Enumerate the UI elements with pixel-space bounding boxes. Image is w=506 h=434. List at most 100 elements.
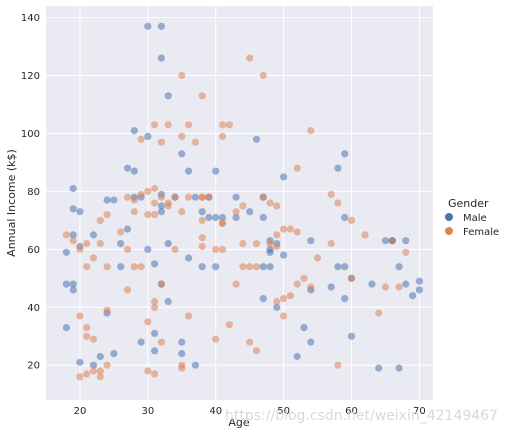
point-female (151, 303, 159, 311)
y-tick-label: 80 (27, 187, 40, 198)
point-male (117, 240, 125, 248)
point-female (137, 263, 145, 271)
point-female (130, 196, 138, 204)
point-female (151, 199, 159, 207)
point-male (151, 347, 159, 355)
point-female (381, 283, 390, 291)
x-tick-label: 60 (345, 406, 358, 417)
point-male (123, 164, 132, 172)
point-female (198, 234, 206, 242)
point-female (144, 187, 152, 195)
point-male (157, 22, 165, 30)
point-female (137, 190, 145, 198)
point-female (144, 318, 152, 326)
point-female (69, 237, 77, 245)
point-female (280, 312, 288, 320)
point-male (69, 205, 77, 213)
point-female (164, 121, 172, 129)
point-female (293, 280, 301, 288)
point-female (117, 228, 125, 236)
point-female (89, 335, 98, 343)
point-female (218, 245, 227, 253)
point-female (225, 321, 233, 329)
legend-marker-female (445, 227, 453, 235)
point-female (151, 297, 159, 306)
point-male (334, 164, 342, 172)
point-female (273, 202, 281, 210)
point-male (327, 283, 335, 291)
point-female (103, 211, 111, 219)
point-male (76, 358, 84, 366)
point-male (110, 350, 118, 358)
point-female (198, 216, 206, 224)
point-female (361, 231, 369, 239)
point-female (130, 263, 138, 271)
point-female (144, 211, 152, 219)
point-male (178, 150, 186, 158)
point-female (300, 274, 308, 282)
point-male (164, 297, 172, 306)
point-female (137, 135, 145, 143)
point-female (83, 263, 91, 271)
point-female (151, 370, 159, 378)
y-tick-label: 120 (21, 71, 40, 82)
point-female (151, 211, 159, 219)
point-female (266, 240, 274, 248)
point-female (103, 306, 111, 314)
point-female (218, 121, 227, 129)
point-female (89, 367, 98, 375)
point-female (212, 335, 220, 343)
point-male (259, 213, 267, 222)
point-female (232, 280, 240, 288)
point-female (232, 208, 240, 216)
point-male (395, 364, 403, 372)
point-male (259, 263, 267, 271)
point-female (198, 193, 206, 201)
point-female (259, 71, 267, 80)
point-male (89, 361, 98, 369)
point-male (157, 54, 165, 62)
point-male (62, 324, 70, 332)
point-male (375, 364, 383, 372)
point-female (89, 254, 98, 262)
point-male (178, 350, 186, 358)
point-male (117, 263, 125, 271)
point-female (395, 283, 403, 291)
point-male (307, 237, 315, 245)
point-female (103, 263, 111, 271)
point-male (62, 248, 70, 256)
data-points (62, 22, 423, 381)
point-male (198, 263, 206, 271)
point-female (151, 121, 159, 129)
point-male (191, 193, 199, 201)
point-female (259, 193, 267, 201)
point-male (103, 196, 111, 204)
point-male (178, 338, 186, 346)
point-male (280, 173, 288, 181)
point-male (110, 196, 118, 204)
point-female (178, 71, 186, 80)
point-female (347, 274, 356, 282)
point-female (185, 121, 193, 129)
point-male (402, 280, 410, 288)
point-male (62, 280, 70, 288)
point-male (334, 263, 342, 271)
point-female (218, 219, 227, 227)
y-tick-label: 40 (27, 303, 40, 314)
point-female (185, 312, 193, 320)
point-male (341, 213, 349, 222)
point-male (280, 251, 288, 259)
point-male (212, 213, 220, 222)
point-male (69, 286, 77, 294)
point-female (280, 225, 288, 233)
point-male (293, 352, 301, 361)
legend-title: Gender (448, 197, 489, 210)
point-female (157, 193, 165, 201)
point-female (157, 338, 165, 346)
point-female (252, 240, 261, 248)
point-male (185, 254, 193, 262)
point-female (286, 292, 294, 300)
point-female (123, 245, 132, 253)
point-female (191, 138, 199, 146)
